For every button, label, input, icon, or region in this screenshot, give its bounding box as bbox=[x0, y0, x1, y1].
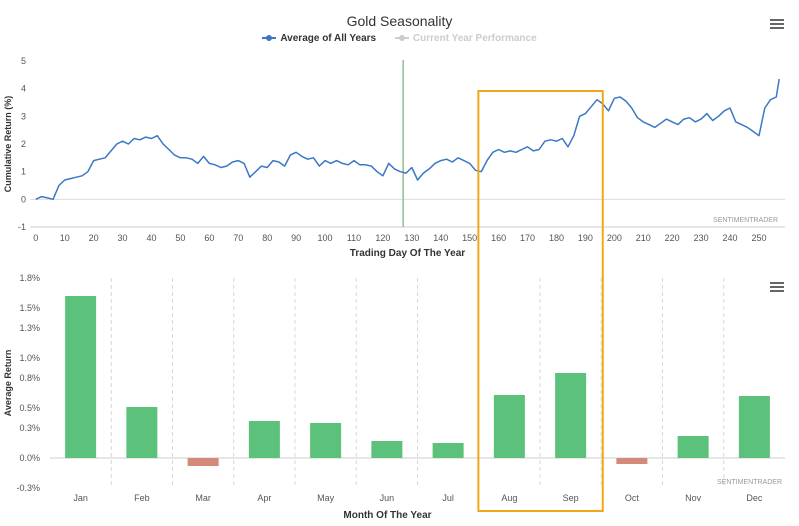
y-tick-label: 2 bbox=[21, 139, 26, 149]
x-tick-label: 70 bbox=[233, 233, 243, 243]
bar-aug bbox=[493, 395, 525, 458]
y-tick-label: 1.3% bbox=[19, 323, 40, 333]
x-tick-label: 0 bbox=[33, 233, 38, 243]
x-tick-label: 210 bbox=[636, 233, 651, 243]
x-tick-label: Oct bbox=[625, 493, 640, 503]
overlay bbox=[477, 90, 604, 512]
y-tick-label: 1.5% bbox=[19, 303, 40, 313]
x-tick-label: Jun bbox=[380, 493, 395, 503]
bar-apr bbox=[248, 421, 280, 458]
chart-title: Gold Seasonality bbox=[346, 13, 453, 29]
x-tick-label: 230 bbox=[694, 233, 709, 243]
x-tick-label: Dec bbox=[746, 493, 763, 503]
x-tick-label: 40 bbox=[146, 233, 156, 243]
x-tick-label: 180 bbox=[549, 233, 564, 243]
x-tick-label: 190 bbox=[578, 233, 593, 243]
x-tick-label: 200 bbox=[607, 233, 622, 243]
x-tick-label: 100 bbox=[318, 233, 333, 243]
bar-mar bbox=[187, 458, 219, 466]
y-tick-label: 0.5% bbox=[19, 403, 40, 413]
x-tick-label: 10 bbox=[60, 233, 70, 243]
bar-dec bbox=[738, 396, 770, 458]
x-tick-label: Jan bbox=[73, 493, 88, 503]
bar-jun bbox=[371, 441, 403, 458]
bar-jul bbox=[432, 443, 464, 458]
y-tick-label: 1.8% bbox=[19, 273, 40, 283]
x-tick-label: 220 bbox=[665, 233, 680, 243]
highlight-box bbox=[477, 90, 604, 512]
x-tick-label: Nov bbox=[685, 493, 702, 503]
y-tick-label: 5 bbox=[21, 56, 26, 66]
x-tick-label: 110 bbox=[347, 233, 361, 243]
x-tick-label: 30 bbox=[118, 233, 128, 243]
x-tick-label: May bbox=[317, 493, 335, 503]
y-tick-label: 1.0% bbox=[19, 353, 40, 363]
y-tick-label: 0.8% bbox=[19, 373, 40, 383]
legend-item-average[interactable]: Average of All Years bbox=[262, 33, 376, 44]
x-tick-label: 80 bbox=[262, 233, 272, 243]
bar-chart: -0.3% 0.0% 0.3% 0.5% 0.8% 1.0% 1.3% 1.5% 1.8% Jan… bbox=[3, 273, 785, 521]
x-tick-label: 120 bbox=[375, 233, 390, 243]
x-axis-title: Month Of The Year bbox=[343, 510, 431, 521]
legend-label: Average of All Years bbox=[280, 33, 377, 44]
x-tick-label: Jul bbox=[442, 493, 454, 503]
export-menu-icon[interactable] bbox=[770, 19, 784, 29]
bar-may bbox=[310, 423, 342, 458]
y-tick-label: -0.3% bbox=[16, 483, 40, 493]
series-line-average bbox=[35, 78, 780, 201]
legend-marker-icon bbox=[394, 35, 409, 42]
watermark: SENTIMENTRADER bbox=[713, 217, 778, 224]
watermark: SENTIMENTRADER bbox=[717, 479, 782, 486]
legend-label: Current Year Performance bbox=[412, 33, 537, 44]
x-tick-label: Feb bbox=[134, 493, 150, 503]
x-tick-label: 20 bbox=[89, 233, 99, 243]
legend-marker-icon bbox=[262, 35, 277, 42]
y-axis-title: Average Return bbox=[3, 350, 13, 417]
bar-nov bbox=[677, 436, 709, 458]
x-tick-label: Mar bbox=[195, 493, 211, 503]
x-tick-label: 240 bbox=[723, 233, 738, 243]
x-tick-label: Aug bbox=[501, 493, 517, 503]
y-tick-label: 0 bbox=[21, 194, 26, 204]
chart-legend: Average of All Years Current Year Perfor… bbox=[0, 33, 799, 44]
export-menu-icon[interactable] bbox=[770, 282, 784, 292]
x-tick-label: 130 bbox=[404, 233, 419, 243]
y-tick-label: 4 bbox=[21, 84, 26, 94]
x-tick-label: 150 bbox=[462, 233, 477, 243]
y-tick-label: 1 bbox=[21, 167, 26, 177]
x-tick-label: 250 bbox=[751, 233, 766, 243]
x-tick-label: Sep bbox=[563, 493, 579, 503]
bar-sep bbox=[555, 373, 587, 458]
x-tick-label: 170 bbox=[520, 233, 535, 243]
y-axis-title: Cumulative Return (%) bbox=[3, 96, 13, 193]
x-tick-label: 60 bbox=[204, 233, 214, 243]
y-tick-label: 0.3% bbox=[19, 423, 40, 433]
x-axis-title: Trading Day Of The Year bbox=[350, 248, 466, 259]
x-tick-label: 140 bbox=[433, 233, 448, 243]
y-tick-label: -1 bbox=[18, 222, 26, 232]
x-tick-label: 50 bbox=[175, 233, 185, 243]
y-tick-label: 0.0% bbox=[19, 453, 40, 463]
x-tick-label: Apr bbox=[257, 493, 271, 503]
bar-jan bbox=[65, 296, 97, 458]
x-tick-label: 160 bbox=[491, 233, 506, 243]
bar-feb bbox=[126, 407, 158, 458]
bar-oct bbox=[616, 458, 648, 464]
x-tick-label: 90 bbox=[291, 233, 301, 243]
y-tick-label: 3 bbox=[21, 111, 26, 121]
legend-item-current-year[interactable]: Current Year Performance bbox=[394, 33, 537, 44]
